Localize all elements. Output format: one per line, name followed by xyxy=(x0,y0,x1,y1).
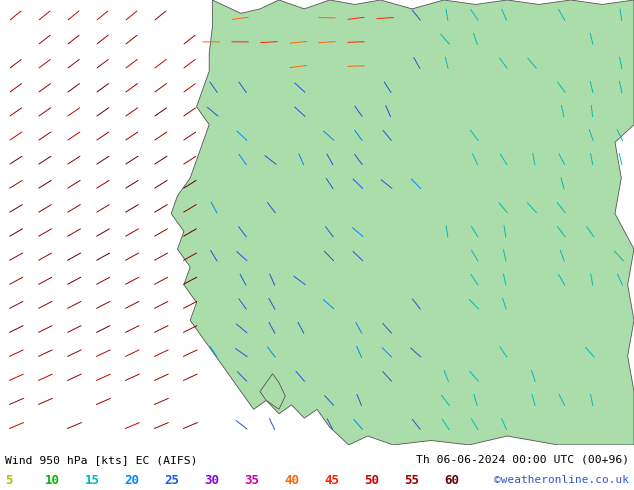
Text: 60: 60 xyxy=(444,473,459,487)
Polygon shape xyxy=(260,374,285,409)
Text: 55: 55 xyxy=(404,473,419,487)
Text: 10: 10 xyxy=(45,473,60,487)
Text: 30: 30 xyxy=(205,473,219,487)
Text: 5: 5 xyxy=(5,473,13,487)
Text: ©weatheronline.co.uk: ©weatheronline.co.uk xyxy=(494,475,629,485)
Text: 50: 50 xyxy=(364,473,379,487)
Text: Wind 950 hPa [kts] EC (AIFS): Wind 950 hPa [kts] EC (AIFS) xyxy=(5,455,198,465)
Text: 45: 45 xyxy=(324,473,339,487)
Text: 25: 25 xyxy=(165,473,179,487)
Text: 20: 20 xyxy=(125,473,139,487)
Text: 15: 15 xyxy=(85,473,100,487)
Text: Th 06-06-2024 00:00 UTC (00+96): Th 06-06-2024 00:00 UTC (00+96) xyxy=(416,455,629,465)
Text: 40: 40 xyxy=(284,473,299,487)
Text: 35: 35 xyxy=(244,473,259,487)
Polygon shape xyxy=(171,0,634,445)
